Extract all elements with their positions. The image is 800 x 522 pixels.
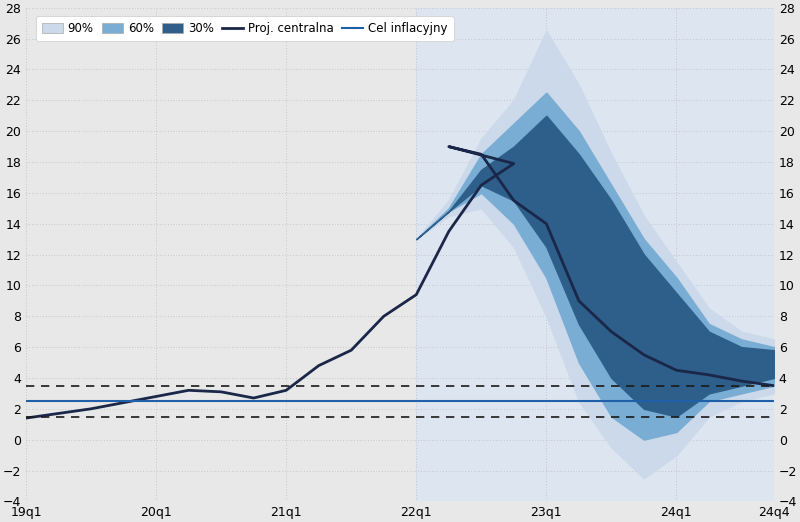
Legend: 90%, 60%, 30%, Proj. centralna, Cel inflacyjny: 90%, 60%, 30%, Proj. centralna, Cel infl… <box>36 16 454 41</box>
Bar <box>416 8 774 501</box>
